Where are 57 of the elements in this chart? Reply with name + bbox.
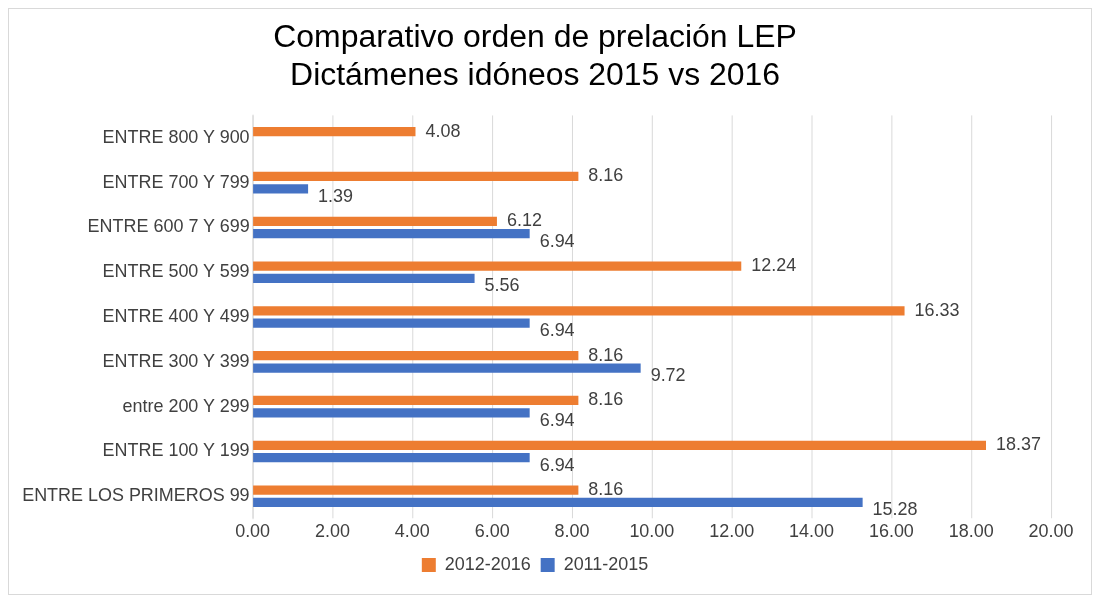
data-label: 8.16: [588, 479, 624, 500]
y-tick-label: ENTRE 100 Y 199: [102, 440, 250, 461]
x-tick-label: 0.00: [235, 521, 271, 542]
bar: [253, 363, 641, 373]
data-label: 8.16: [588, 165, 624, 186]
bar: [253, 485, 579, 495]
bar: [253, 171, 579, 182]
bar: [253, 306, 905, 316]
bar: [253, 184, 309, 194]
x-tick-label: 16.00: [868, 521, 914, 542]
data-label: 5.56: [484, 275, 520, 296]
y-tick-label: ENTRE 700 Y 799: [102, 171, 250, 192]
bar: [253, 351, 579, 361]
data-label: 6.12: [506, 210, 542, 231]
y-tick-label: ENTRE 400 Y 499: [102, 306, 250, 326]
y-tick-label: ENTRE 300 Y 399: [102, 350, 250, 371]
x-tick-label: 2.00: [314, 521, 350, 542]
y-tick-label: ENTRE 600 7 Y 699: [87, 216, 250, 237]
data-label: 18.37: [995, 434, 1041, 455]
y-tick-label: ENTRE LOS PRIMEROS 99: [22, 485, 250, 506]
x-tick-label: 14.00: [789, 521, 835, 542]
chart-title: Comparativo orden de prelación LEP Dictámenes idóneos 2015 vs 2016: [273, 17, 797, 93]
data-label: 15.28: [872, 499, 918, 520]
bar: [253, 408, 530, 418]
bar: [253, 440, 986, 450]
x-tick-label: 6.00: [474, 521, 510, 542]
y-tick-label: entre 200 Y 299: [122, 395, 250, 416]
data-label: 8.16: [588, 344, 624, 365]
bar: [253, 395, 579, 406]
data-label: 6.94: [539, 320, 575, 341]
bar: [253, 216, 497, 226]
data-label: 6.94: [539, 454, 575, 475]
data-label: 6.94: [539, 230, 575, 251]
data-label: 8.16: [588, 389, 624, 410]
y-tick-label: ENTRE 500 Y 599: [102, 261, 250, 282]
bar: [253, 127, 416, 137]
data-label: 4.08: [425, 120, 461, 141]
x-tick-label: 18.00: [948, 521, 994, 542]
x-tick-label: 20.00: [1028, 521, 1074, 542]
x-tick-label: 4.00: [394, 521, 430, 542]
data-label: 9.72: [650, 364, 686, 385]
bar: [253, 261, 742, 271]
x-tick-label: 8.00: [554, 521, 590, 542]
bar: [253, 318, 530, 328]
data-label: 1.39: [318, 185, 354, 206]
bar: [253, 228, 530, 239]
data-label: 6.94: [539, 409, 575, 430]
data-label: 16.33: [914, 299, 960, 320]
data-label: 12.24: [751, 255, 797, 276]
bar: [253, 497, 863, 508]
bar: [253, 452, 530, 463]
y-tick-label: ENTRE 800 Y 900: [102, 126, 250, 147]
x-tick-label: 10.00: [629, 521, 675, 542]
bar: [253, 273, 475, 284]
legend-label: 2012-2016: [444, 554, 531, 575]
x-tick-label: 12.00: [709, 521, 755, 542]
legend-label: 2011-2015: [563, 554, 649, 575]
